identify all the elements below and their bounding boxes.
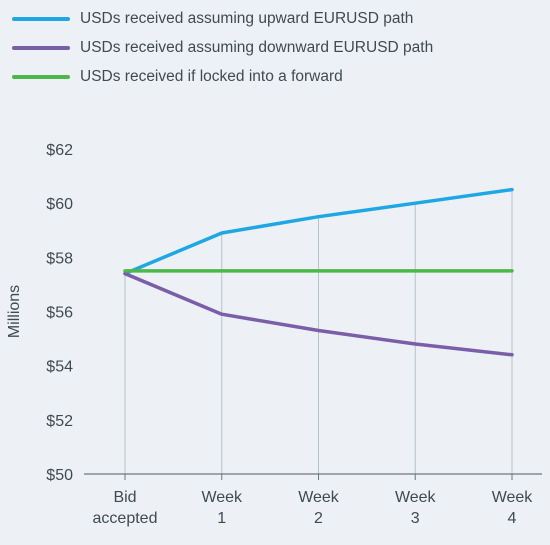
x-tick-label-line: Bid (113, 489, 136, 506)
legend-label-upward: USDs received assuming upward EURUSD pat… (80, 9, 414, 27)
legend: USDs received assuming upward EURUSD pat… (12, 4, 433, 91)
x-tick-label-line: Week (395, 489, 437, 506)
x-tick-label-line: 3 (411, 510, 420, 527)
x-tick-label-line: accepted (93, 510, 158, 527)
y-tick-label-60: $60 (46, 196, 73, 213)
x-tick-label-1: Week 1 (201, 489, 243, 527)
x-tick-label-line: 2 (314, 510, 323, 527)
y-tick-label-54: $54 (46, 359, 73, 376)
legend-label-downward: USDs received assuming downward EURUSD p… (80, 38, 434, 56)
y-axis-title: Millions (6, 285, 23, 338)
y-tick-label-58: $58 (46, 250, 73, 267)
legend-swatch-forward (12, 74, 70, 79)
legend-label-forward: USDs received if locked into a forward (80, 67, 343, 85)
x-tick-label-line: 1 (217, 510, 226, 527)
legend-item-forward: USDs received if locked into a forward (12, 62, 433, 91)
legend-item-upward: USDs received assuming upward EURUSD pat… (12, 4, 433, 33)
legend-item-downward: USDs received assuming downward EURUSD p… (12, 33, 433, 62)
x-tick-label-line: 4 (508, 510, 517, 527)
x-tick-label-line: Week (298, 489, 340, 506)
x-tick-label-4: Week 4 (492, 489, 534, 527)
y-tick-label-56: $56 (46, 305, 73, 322)
y-tick-label-50: $50 (46, 467, 73, 484)
x-tick-label-3: Week 3 (395, 489, 437, 527)
x-tick-label-line: Week (201, 489, 243, 506)
legend-swatch-upward (12, 16, 70, 21)
series-line-upward (123, 187, 514, 276)
x-axis: Bid accepted Week 1 Week 2 Week 3 Week 4 (84, 473, 542, 527)
series-lines (123, 187, 514, 357)
y-tick-label-62: $62 (46, 142, 73, 159)
y-axis: $50 $52 $54 $56 $58 $60 $62 (46, 142, 73, 484)
legend-swatch-downward (12, 45, 70, 50)
x-tick-label-0: Bid accepted (93, 489, 158, 527)
x-tick-label-2: Week 2 (298, 489, 340, 527)
y-tick-label-52: $52 (46, 413, 73, 430)
series-line-downward (123, 271, 514, 357)
x-tick-label-line: Week (492, 489, 534, 506)
gridlines (124, 189, 513, 474)
